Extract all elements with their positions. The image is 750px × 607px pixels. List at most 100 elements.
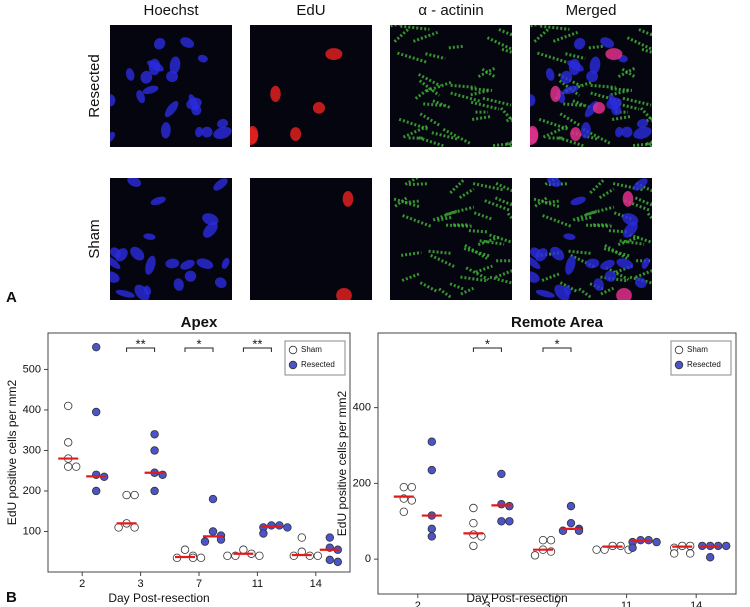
nucleus [636, 118, 649, 129]
fiber [481, 67, 496, 79]
nucleus [621, 126, 633, 138]
edu-spot [270, 85, 281, 102]
nucleus [633, 126, 652, 139]
nucleus [547, 178, 562, 187]
nucleus [573, 37, 586, 50]
nucleus [580, 122, 591, 139]
nucleus [623, 221, 638, 238]
edu-spot [616, 287, 632, 300]
nucleus [143, 233, 156, 240]
fiber [471, 114, 492, 121]
micrograph-bg [250, 178, 372, 300]
data-point [200, 537, 210, 546]
column-header: α - actinin [418, 2, 483, 19]
data-point [130, 490, 139, 500]
significance-bracket [242, 347, 272, 352]
nucleus [110, 94, 116, 107]
nucleus [634, 277, 647, 289]
legend-marker [288, 360, 298, 370]
fiber [510, 201, 512, 205]
fiber [463, 247, 491, 258]
fiber [651, 32, 652, 36]
nucleus [186, 97, 202, 110]
data-point [150, 486, 159, 496]
nucleus [600, 259, 615, 270]
fiber [449, 178, 465, 194]
nucleus [560, 70, 573, 84]
fiber [632, 142, 652, 147]
micrograph-content [530, 25, 652, 147]
nucleus [196, 258, 214, 269]
data-point [407, 496, 416, 505]
data-point [566, 501, 576, 511]
nucleus [570, 196, 586, 206]
row-label: Resected [86, 54, 103, 117]
data-point [114, 523, 123, 532]
data-point [325, 555, 334, 565]
fiber [534, 195, 549, 208]
fiber [615, 264, 633, 274]
nucleus [153, 37, 166, 50]
nucleus [140, 70, 153, 84]
fiber [499, 107, 512, 123]
legend-marker [674, 360, 684, 370]
x-tick-label: 11 [252, 578, 263, 590]
y-tick-label: 400 [353, 402, 371, 414]
chart-title: Remote Area [511, 314, 604, 331]
data-point [333, 557, 342, 567]
edu-spot [325, 48, 343, 60]
nucleus [180, 259, 195, 270]
data-point [399, 482, 408, 492]
fiber [498, 28, 512, 37]
x-tick-label: 3 [138, 578, 144, 590]
data-point [706, 553, 715, 562]
fiber [634, 196, 652, 207]
fiber [563, 102, 585, 108]
fiber [639, 107, 652, 123]
chart-title: Apex [181, 314, 218, 331]
data-point [427, 437, 436, 446]
data-point [505, 517, 514, 526]
y-tick-label: 300 [23, 444, 41, 456]
nucleus [535, 289, 555, 298]
fiber [400, 25, 430, 31]
micrograph [250, 178, 372, 300]
y-tick-label: 400 [23, 404, 41, 416]
micrograph-bg [390, 178, 512, 300]
fiber [565, 52, 586, 61]
nucleus [554, 284, 570, 300]
micrograph [110, 25, 232, 147]
x-tick-label: 14 [690, 600, 702, 607]
nucleus [593, 278, 604, 291]
nucleus [145, 255, 156, 275]
data-point [566, 518, 576, 528]
nucleus [166, 70, 179, 83]
fiber [473, 211, 493, 221]
nucleus [201, 126, 213, 138]
nucleus [641, 257, 650, 269]
data-point [91, 407, 101, 417]
data-point [469, 530, 478, 539]
micrograph-content [336, 190, 354, 300]
y-tick-label: 0 [365, 553, 371, 565]
significance-bracket [184, 347, 214, 352]
fiber [479, 239, 505, 246]
x-axis-label: Day Post-resection [108, 591, 209, 605]
fiber [482, 96, 512, 107]
data-point [628, 543, 637, 552]
nucleus [604, 270, 617, 282]
fiber [572, 99, 592, 110]
fiber [542, 214, 572, 228]
nucleus [195, 126, 203, 138]
nucleus [148, 58, 161, 76]
fiber [635, 182, 652, 193]
fiber [538, 117, 569, 131]
significance-bracket [126, 347, 156, 352]
data-point [91, 486, 101, 496]
data-point [686, 549, 695, 558]
micrograph [530, 178, 652, 300]
edu-spot [570, 127, 582, 142]
fiber [417, 73, 442, 88]
fiber [425, 52, 446, 61]
